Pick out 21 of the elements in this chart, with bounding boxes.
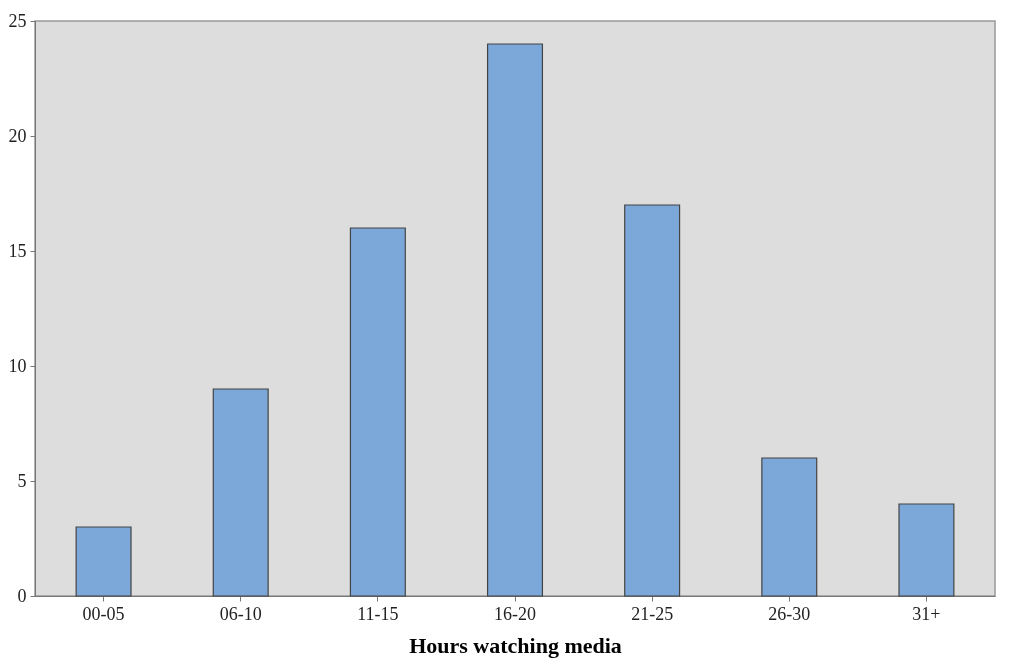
- y-tick-label: 15: [8, 240, 27, 261]
- y-tick-label: 5: [17, 470, 27, 491]
- bar: [761, 457, 818, 597]
- x-tick-label: 11-15: [357, 603, 399, 624]
- x-tick-label: 00-05: [82, 603, 125, 624]
- x-tick-label: 21-25: [631, 603, 674, 624]
- x-tick-label: 16-20: [494, 603, 536, 624]
- bar: [212, 388, 269, 597]
- bar: [624, 204, 681, 597]
- bar: [75, 526, 132, 597]
- x-axis-title: Hours watching media: [409, 632, 622, 658]
- bar: [349, 227, 406, 597]
- y-tick-label: 10: [8, 355, 27, 376]
- x-tick-label: 06-10: [219, 603, 262, 624]
- x-tick-label: 31+: [912, 603, 941, 624]
- bar: [486, 43, 544, 597]
- y-tick-label: 25: [8, 10, 27, 31]
- y-tick-label: 0: [17, 585, 27, 606]
- bar: [898, 503, 955, 597]
- x-tick-label: 26-30: [768, 603, 811, 624]
- y-tick-label: 20: [8, 125, 27, 146]
